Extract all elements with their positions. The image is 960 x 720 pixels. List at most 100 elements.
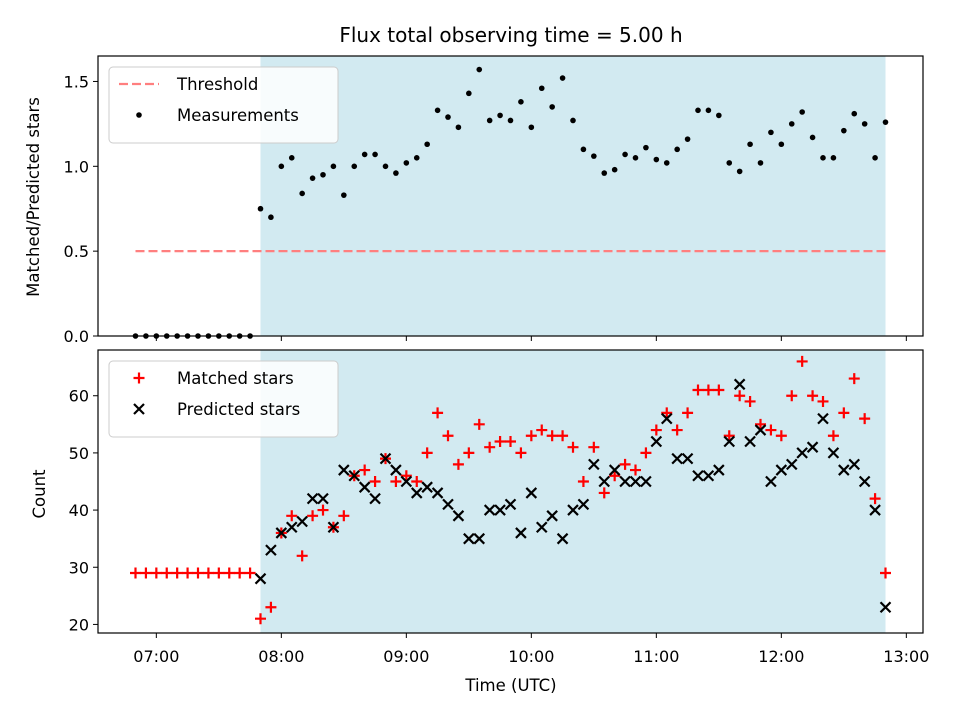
predicted-star-point bbox=[535, 521, 548, 534]
predicted-star-point bbox=[858, 475, 871, 488]
predicted-star-point bbox=[285, 521, 298, 534]
measurement-point bbox=[559, 75, 566, 81]
predicted-star-point bbox=[640, 475, 652, 488]
matched-star-point bbox=[171, 567, 183, 579]
matched-star-point bbox=[213, 567, 225, 579]
predicted-star-point bbox=[775, 464, 788, 476]
measurement-point bbox=[268, 214, 274, 221]
top-observing-window bbox=[260, 56, 886, 336]
predicted-star-point bbox=[619, 475, 631, 488]
measurement-point bbox=[799, 109, 805, 115]
legend-label: Predicted stars bbox=[177, 400, 300, 419]
predicted-star-point bbox=[442, 498, 454, 511]
measurement-point bbox=[674, 146, 680, 153]
matched-star-point bbox=[359, 464, 371, 476]
matched-star-point bbox=[140, 567, 152, 579]
matched-star-point bbox=[452, 458, 464, 470]
bottom-axes-ticks: 20 30 40 50 60 07:00 08:00 09:00 10:00 11:00 12:00… bbox=[69, 387, 930, 666]
matched-star-point bbox=[244, 567, 256, 579]
predicted-star-point bbox=[608, 464, 621, 476]
matched-star-point bbox=[567, 441, 579, 453]
matched-star-point bbox=[588, 441, 600, 453]
predicted-star-point bbox=[463, 532, 475, 545]
matched-star-point bbox=[473, 418, 485, 430]
bottom-y-axis-label: Count bbox=[30, 469, 49, 519]
measurement-point bbox=[757, 160, 764, 166]
predicted-star-point bbox=[744, 435, 756, 448]
predicted-star-point bbox=[546, 510, 558, 522]
measurement-point bbox=[299, 190, 305, 197]
predicted-star-point bbox=[338, 464, 350, 476]
matched-star-point bbox=[838, 407, 850, 419]
predicted-star-point bbox=[431, 487, 444, 499]
matched-star-point bbox=[765, 424, 777, 436]
measurement-point bbox=[320, 171, 326, 178]
matched-star-point bbox=[192, 567, 204, 579]
matched-star-point bbox=[150, 567, 162, 579]
predicted-star-point bbox=[869, 504, 881, 516]
matched-star-point bbox=[223, 567, 235, 579]
measurement-point bbox=[882, 119, 889, 125]
matched-star-point bbox=[734, 390, 746, 402]
predicted-star-point bbox=[275, 527, 288, 539]
predicted-star-point bbox=[400, 475, 413, 488]
matched-star-point bbox=[484, 441, 496, 453]
predicted-star-point bbox=[410, 487, 423, 499]
measurement-point bbox=[507, 117, 514, 124]
legend-label: Threshold bbox=[176, 75, 258, 94]
chart-title: Flux total observing time = 5.00 h bbox=[339, 23, 682, 47]
measurement-point bbox=[778, 141, 785, 148]
measurement-point bbox=[309, 175, 316, 181]
legend-box bbox=[108, 66, 339, 144]
matched-star-point bbox=[723, 430, 735, 442]
measurement-point bbox=[361, 151, 368, 158]
bottom-observing-window bbox=[260, 350, 886, 633]
predicted-star-point bbox=[681, 452, 694, 465]
matched-star-point bbox=[650, 424, 662, 436]
matched-star-point bbox=[671, 424, 683, 436]
legend-x-handle bbox=[133, 403, 145, 415]
predicted-star-point bbox=[765, 475, 777, 488]
predicted-star-point bbox=[702, 470, 715, 482]
matched-star-point bbox=[713, 384, 725, 396]
y-tick-label: 20 bbox=[69, 615, 89, 634]
matched-star-point bbox=[880, 567, 891, 579]
predicted-star-point bbox=[348, 470, 361, 482]
x-tick-label: 08:00 bbox=[258, 647, 304, 666]
matched-star-point bbox=[682, 407, 694, 419]
matched-star-point bbox=[598, 487, 610, 499]
predicted-star-point bbox=[827, 447, 840, 459]
predicted-star-point bbox=[588, 458, 600, 471]
measurement-point bbox=[476, 66, 483, 73]
matched-star-point bbox=[515, 447, 527, 459]
matched-star-point bbox=[525, 430, 537, 442]
y-tick-label: 0.0 bbox=[64, 327, 89, 346]
matched-star-point bbox=[369, 475, 381, 487]
measurement-point bbox=[851, 110, 858, 117]
y-tick-label: 50 bbox=[69, 444, 89, 463]
measurement-point bbox=[341, 192, 347, 198]
predicted-star-point bbox=[723, 435, 736, 448]
matched-star-point bbox=[640, 447, 652, 459]
measurement-point bbox=[413, 155, 420, 161]
x-tick-label: 09:00 bbox=[383, 647, 429, 666]
predicted-star-point bbox=[327, 521, 340, 534]
measurement-point bbox=[830, 155, 837, 161]
legend-dot-handle bbox=[136, 112, 142, 118]
y-tick-label: 40 bbox=[69, 501, 89, 520]
matched-star-point bbox=[609, 470, 621, 482]
matched-star-point bbox=[848, 373, 860, 385]
predicted-star-point bbox=[379, 452, 392, 465]
x-tick-label: 11:00 bbox=[633, 647, 679, 666]
predicted-star-point bbox=[629, 475, 642, 488]
measurement-point bbox=[257, 205, 264, 212]
matched-star-point bbox=[577, 475, 589, 487]
predicted-star-point bbox=[692, 470, 704, 482]
predicted-star-point bbox=[525, 487, 538, 499]
matched-star-point bbox=[786, 390, 798, 402]
predicted-star-point bbox=[452, 510, 465, 522]
measurement-point bbox=[580, 146, 587, 153]
y-tick-label: 60 bbox=[69, 387, 89, 406]
measurement-point bbox=[424, 141, 430, 148]
measurement-point bbox=[872, 155, 878, 161]
